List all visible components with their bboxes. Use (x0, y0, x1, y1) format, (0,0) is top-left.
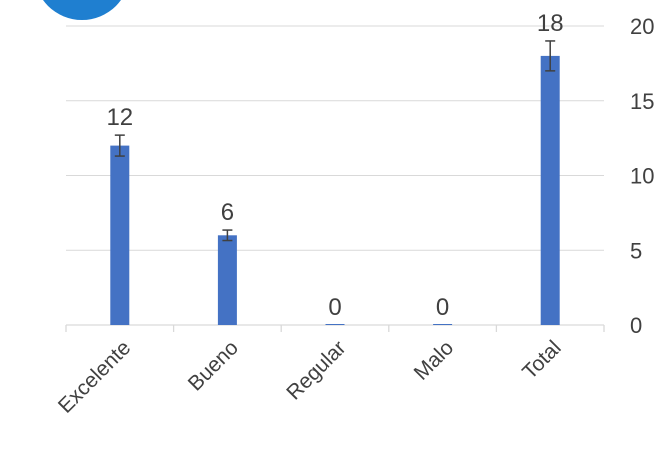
bars (110, 55, 560, 326)
y-tick-label: 20 (630, 14, 654, 39)
data-labels: 12 6 0 0 18 (106, 10, 563, 321)
y-tick-label: 10 (630, 164, 654, 189)
data-label: 12 (106, 104, 133, 131)
x-axis (65, 324, 605, 332)
bar-malo (433, 324, 453, 325)
x-tick-label: Total (518, 336, 566, 384)
x-tick-label: Excelente (54, 336, 135, 417)
x-tick-labels: Excelente Bueno Regular Malo Total (54, 336, 566, 417)
grid-lines (66, 25, 604, 251)
data-label: 6 (221, 199, 234, 226)
data-label: 18 (537, 10, 564, 37)
error-bars (114, 40, 556, 242)
data-label: 0 (436, 294, 449, 321)
y-tick-label: 15 (630, 89, 654, 114)
y-tick-label: 5 (630, 238, 642, 263)
y-tick-labels: 0 5 10 15 20 (630, 14, 654, 338)
bar-bueno (217, 235, 237, 325)
corner-badge (43, 0, 121, 20)
y-tick-label: 0 (630, 313, 642, 338)
x-tick-label: Malo (410, 336, 458, 384)
x-tick-label: Regular (282, 336, 350, 404)
bar-regular (325, 324, 345, 325)
bar-excelente (110, 145, 130, 325)
data-label: 0 (328, 294, 341, 321)
x-tick-label: Bueno (184, 336, 243, 395)
bar-total (540, 55, 560, 326)
